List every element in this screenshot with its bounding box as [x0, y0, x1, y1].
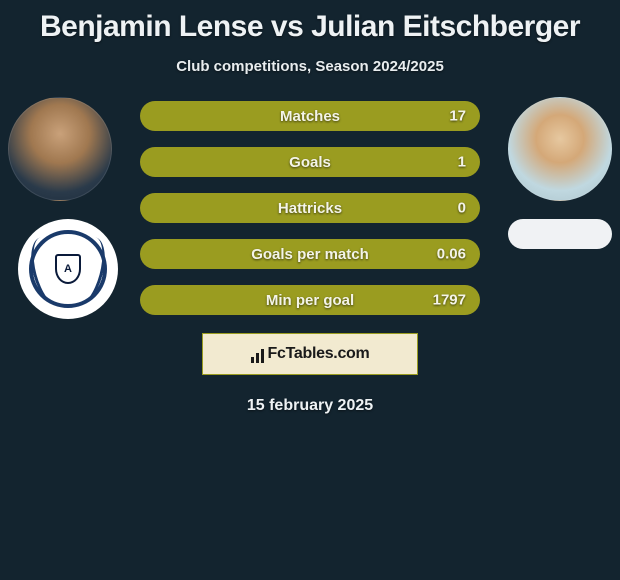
subtitle: Club competitions, Season 2024/2025 — [0, 58, 620, 75]
stats-list: Matches 17 Goals 1 Hattricks 0 Goals per… — [140, 97, 480, 315]
stat-right-value: 17 — [449, 108, 466, 125]
stat-right-value: 0 — [458, 200, 466, 217]
club-shield-letter: A — [64, 263, 72, 275]
stat-right-value: 1 — [458, 154, 466, 171]
player-right-club-badge — [508, 219, 612, 249]
date-label: 15 february 2025 — [0, 397, 620, 415]
stat-row-goals: Goals 1 — [140, 147, 480, 177]
brand-box[interactable]: FcTables.com — [202, 333, 418, 375]
player-left-column: A — [8, 97, 118, 319]
stat-row-matches: Matches 17 — [140, 101, 480, 131]
brand-text: FcTables.com — [268, 345, 370, 363]
stat-row-goals-per-match: Goals per match 0.06 — [140, 239, 480, 269]
player-right-avatar — [508, 97, 612, 201]
player-left-club-badge: A — [18, 219, 118, 319]
stat-label: Min per goal — [266, 292, 354, 309]
stat-row-hattricks: Hattricks 0 — [140, 193, 480, 223]
stat-row-min-per-goal: Min per goal 1797 — [140, 285, 480, 315]
brand-chart-icon — [251, 345, 264, 363]
stat-right-value: 1797 — [433, 292, 466, 309]
stat-label: Goals — [289, 154, 331, 171]
page-title: Benjamin Lense vs Julian Eitschberger — [0, 0, 620, 44]
comparison-content: A Matches 17 Goals 1 Hattricks 0 Goals p… — [0, 97, 620, 415]
player-left-avatar — [8, 97, 112, 201]
stat-right-value: 0.06 — [437, 246, 466, 263]
player-right-column — [508, 97, 612, 249]
stat-label: Hattricks — [278, 200, 342, 217]
stat-label: Matches — [280, 108, 340, 125]
stat-label: Goals per match — [251, 246, 369, 263]
club-badge-ring: A — [29, 230, 107, 308]
club-shield-icon: A — [55, 254, 81, 284]
